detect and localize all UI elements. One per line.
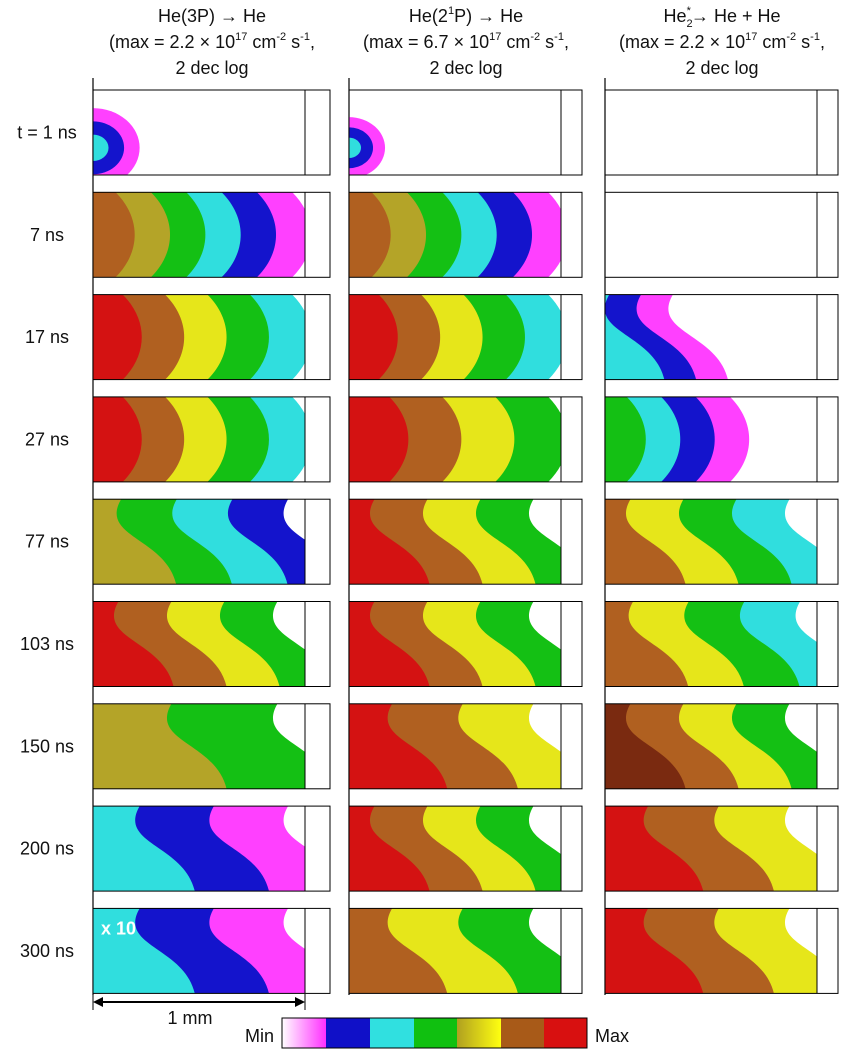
contour-plot [349,908,589,993]
sup: 17 [745,31,757,43]
contour-plot [349,602,589,687]
contour-plot [605,602,843,687]
colorbar-segment [326,1018,370,1048]
panel-frame [605,192,838,277]
colorbar-min: Min [245,1026,274,1046]
sup: -2 [786,31,796,43]
row-label: 17 ns [25,327,69,347]
sup: -2 [276,31,286,43]
colorbar-segment [501,1018,544,1048]
header-title: He(21P) → He [409,5,523,26]
header-max: (max = 6.7 × 1017 cm-2 s-1, [363,31,569,52]
text: cm [247,32,276,52]
header-title: He2*→ He + He [664,5,781,30]
colorbar-segment [457,1018,501,1048]
sup: -2 [530,31,540,43]
text: P) → He [454,6,523,26]
text: , [564,32,569,52]
contour-plot [349,397,567,482]
header-scale: 2 dec log [175,58,248,78]
header-max: (max = 2.2 × 1017 cm-2 s-1, [619,31,825,52]
text: (max = 6.7 × 10 [363,32,489,52]
text: s [540,32,554,52]
text: He(3P) → He [158,6,266,26]
header-scale: 2 dec log [429,58,502,78]
contour-band [349,397,408,482]
contour-plot [349,192,567,277]
sup: 17 [235,31,247,43]
text: → He + He [691,6,781,26]
contour-plot [93,295,311,380]
text: cm [757,32,786,52]
contour-plot [605,397,749,482]
sup: -1 [810,31,820,43]
scale-label: 1 mm [168,1008,213,1028]
header-scale: 2 dec log [685,58,758,78]
colorbar-max: Max [595,1026,629,1046]
panels: t = 1 ns 7 ns 17 ns 27 ns 77 ns 103 ns 150 ns 2… [17,78,843,995]
text: cm [501,32,530,52]
colorbar: Min Max [245,1018,629,1048]
figure: He(3P) → He (max = 2.2 × 1017 cm-2 s-1, … [0,0,843,1049]
panel-frame [605,90,838,175]
text: (max = 2.2 × 10 [619,32,745,52]
page: {"columns": [ {"title": ["He(3P) → He"],… [0,0,843,1049]
contour-plot [93,806,343,891]
panel-frame [349,90,582,175]
row-label: 77 ns [25,532,69,552]
colorbar-segment [544,1018,587,1048]
row-label: 7 ns [30,225,64,245]
text: s [796,32,810,52]
contour-plot [349,499,589,584]
text: He [664,6,687,26]
sup: -1 [300,31,310,43]
text: , [820,32,825,52]
row-label: t = 1 ns [17,123,77,143]
text: , [310,32,315,52]
contour-plot [605,499,843,584]
contour-plot [93,192,311,277]
annotation: x 10 [101,918,136,938]
row-label: 150 ns [20,736,74,756]
contour-plot [605,295,728,380]
header-max: (max = 2.2 × 1017 cm-2 s-1, [109,31,315,52]
colorbar-segment [370,1018,414,1048]
sup: 17 [489,31,501,43]
contour-plot [349,295,567,380]
text: s [286,32,300,52]
row-label: 300 ns [20,941,74,961]
text: (max = 2.2 × 10 [109,32,235,52]
header-title: He(3P) → He [158,6,266,26]
scale-bar: 1 mm [93,994,305,1028]
contour-plot [605,806,843,891]
row-label: 103 ns [20,634,74,654]
contour-plot [93,704,333,789]
row-label: 27 ns [25,429,69,449]
contour-plot [605,908,843,993]
contour-plot [349,704,589,789]
colorbar-segment [414,1018,457,1048]
colorbar-segment [282,1018,326,1048]
row-label: 200 ns [20,839,74,859]
contour-plot [93,499,343,584]
column-headers: He(3P) → He (max = 2.2 × 1017 cm-2 s-1, … [109,5,825,78]
contour-plot [349,806,589,891]
sup: -1 [554,31,564,43]
text: He(2 [409,6,448,26]
contour-plot [93,397,311,482]
contour-plot [605,704,843,789]
contour-plot [93,602,333,687]
